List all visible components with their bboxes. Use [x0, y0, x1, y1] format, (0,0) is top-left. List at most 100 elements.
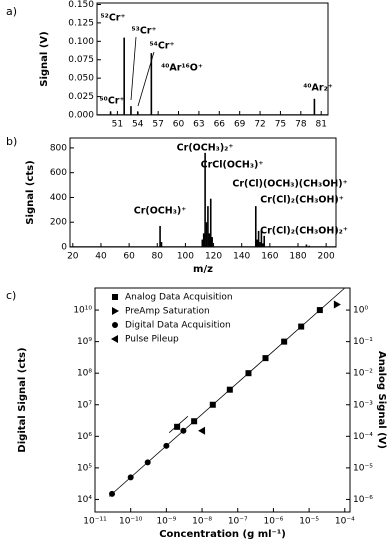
- y-axis-label: Signal (cts): [25, 160, 36, 224]
- y-tick-label: 10⁴: [77, 495, 92, 505]
- x-tick-label: 60: [123, 252, 135, 262]
- x-tick-label: 140: [233, 252, 250, 262]
- x-tick-label: 120: [205, 252, 222, 262]
- x-tick-label: 81: [315, 120, 326, 130]
- y-tick-label: 0.075: [68, 55, 94, 65]
- x-tick-label: 78: [295, 120, 307, 130]
- peak-annotation: ⁴⁰Ar¹⁶O⁺: [161, 63, 203, 74]
- x-tick-label: 66: [214, 120, 226, 130]
- y-tick-label: 200: [50, 218, 67, 228]
- y-tick-label: 10¹⁰: [73, 306, 92, 316]
- x-tick-label: 75: [275, 120, 286, 130]
- x-tick-label: 100: [177, 252, 194, 262]
- y2-tick-label: 10⁻¹: [353, 337, 373, 347]
- marker-square: [316, 307, 323, 314]
- y2-axis-label: Analog Signal (V): [376, 351, 387, 449]
- legend-label: Analog Data Acquisition: [125, 293, 233, 303]
- marker-triangle-right: [333, 300, 341, 309]
- x-tick-label: 10⁻⁹: [156, 517, 176, 527]
- marker-square: [298, 323, 305, 330]
- marker-circle: [144, 459, 151, 466]
- peak-annotation: ⁵⁴Cr⁺: [150, 41, 175, 52]
- x-axis-label: Concentration (g ml⁻¹): [159, 529, 286, 540]
- peak-annotation: Cr(OCH₃)₂⁺: [177, 143, 234, 154]
- plot-frame: [96, 2, 329, 116]
- peak-annotation: ⁵⁰Cr⁺: [100, 96, 125, 107]
- x-tick-label: 80: [152, 252, 164, 262]
- y-tick-label: 10⁸: [77, 369, 92, 379]
- y-axis-label: Digital Signal (cts): [17, 347, 28, 452]
- marker-circle: [180, 427, 187, 434]
- x-tick-label: 200: [318, 252, 335, 262]
- panel-label: b): [6, 135, 17, 148]
- plot-frame: [94, 287, 351, 513]
- y-tick-label: 0: [61, 243, 67, 253]
- y-tick-label: 10⁹: [77, 337, 92, 347]
- y-tick-label: 400: [50, 193, 67, 203]
- y-tick-label: 10⁷: [77, 400, 92, 410]
- marker-triangle-right: [112, 307, 119, 315]
- marker-square: [226, 386, 233, 393]
- legend-label: PreAmp Saturation: [125, 307, 210, 317]
- x-tick-label: 10⁻⁵: [299, 517, 319, 527]
- x-tick-label: 60: [173, 120, 185, 130]
- marker-triangle-left: [111, 335, 118, 343]
- y-tick-label: 800: [50, 143, 67, 153]
- peak-annotation: Cr(Cl)₂(CH₃OH)₂⁺: [260, 226, 348, 237]
- y-tick-label: 0.100: [68, 37, 94, 47]
- marker-square: [281, 338, 288, 345]
- y-axis-label: Signal (V): [39, 31, 50, 86]
- marker-circle: [163, 442, 170, 449]
- x-tick-label: 72: [254, 120, 265, 130]
- y2-tick-label: 10⁻⁵: [353, 463, 373, 473]
- y-tick-label: 10⁵: [77, 463, 92, 473]
- x-tick-label: 54: [132, 120, 144, 130]
- marker-triangle-left: [198, 426, 206, 435]
- y-tick-label: 0.150: [68, 0, 94, 10]
- y2-tick-label: 10⁻³: [353, 400, 373, 410]
- peak-annotation: CrCl(OCH₃)⁺: [201, 160, 264, 171]
- peak-annotation: Cr(Cl)₂(CH₃OH)⁺: [260, 195, 344, 206]
- y-tick-label: 0.025: [68, 92, 94, 102]
- marker-square: [209, 401, 216, 408]
- y-tick-label: 0.125: [68, 18, 94, 28]
- y2-tick-label: 10⁻⁶: [353, 495, 373, 505]
- x-tick-label: 10⁻⁴: [335, 517, 355, 527]
- marker-circle: [112, 322, 118, 328]
- x-tick-label: 160: [261, 252, 278, 262]
- y-tick-label: 0.000: [68, 111, 94, 121]
- marker-square: [245, 370, 252, 377]
- y2-tick-label: 10⁰: [353, 306, 368, 316]
- marker-square: [174, 423, 181, 430]
- x-tick-label: 57: [152, 120, 163, 130]
- marker-square: [191, 418, 198, 425]
- y-tick-label: 10⁶: [77, 432, 92, 442]
- x-tick-label: 69: [234, 120, 246, 130]
- marker-square: [112, 294, 118, 300]
- x-tick-label: 20: [67, 252, 79, 262]
- x-tick-label: 10⁻⁷: [228, 517, 248, 527]
- arrow: [130, 36, 137, 101]
- peak-annotation: Cr(OCH₃)⁺: [134, 206, 187, 217]
- x-tick-label: 63: [193, 120, 204, 130]
- peak-annotation: Cr(Cl)(OCH₃)(CH₃OH)⁺: [232, 179, 347, 190]
- legend-label: Digital Data Acquisition: [125, 321, 231, 331]
- marker-circle: [109, 490, 116, 497]
- peak-annotation: ⁵²Cr⁺: [101, 13, 126, 24]
- peak-annotation: ⁴⁰Ar₂⁺: [303, 83, 333, 94]
- x-tick-label: 10⁻¹⁰: [119, 517, 143, 527]
- marker-square: [262, 355, 269, 362]
- arrow: [137, 51, 155, 107]
- legend-label: Pulse Pileup: [125, 335, 179, 345]
- x-tick-label: 10⁻¹¹: [83, 517, 107, 527]
- panel-label: a): [6, 5, 17, 18]
- x-tick-label: 10⁻⁶: [264, 517, 284, 527]
- panel-label: c): [6, 289, 16, 302]
- peak-annotation: ⁵³Cr⁺: [132, 26, 157, 37]
- marker-circle: [127, 474, 134, 481]
- y2-tick-label: 10⁻⁴: [353, 432, 373, 442]
- x-axis-label: m/z: [193, 264, 213, 275]
- x-tick-label: 51: [112, 120, 123, 130]
- x-tick-label: 180: [289, 252, 306, 262]
- x-tick-label: 40: [95, 252, 107, 262]
